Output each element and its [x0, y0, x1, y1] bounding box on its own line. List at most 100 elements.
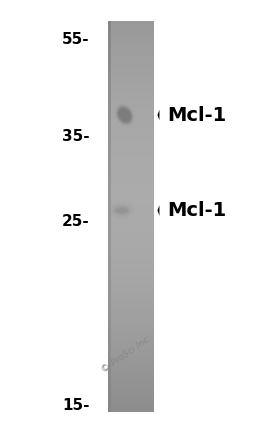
Bar — [108, 270, 111, 272]
Bar — [108, 37, 154, 39]
Bar — [108, 297, 111, 299]
Bar — [108, 373, 154, 375]
Bar — [108, 163, 111, 165]
Bar — [108, 115, 154, 117]
Bar — [108, 373, 111, 375]
Bar — [108, 295, 111, 296]
Bar — [108, 400, 154, 402]
Bar — [108, 131, 154, 132]
Bar — [108, 50, 154, 52]
Bar — [108, 167, 154, 169]
Bar — [108, 68, 111, 70]
Bar — [108, 375, 154, 377]
Bar — [108, 46, 154, 48]
Bar — [108, 81, 154, 83]
Bar — [108, 369, 111, 371]
Bar — [108, 53, 111, 54]
Bar — [108, 310, 154, 312]
Bar — [108, 220, 154, 222]
Bar — [108, 71, 154, 72]
Bar — [108, 318, 154, 320]
Bar — [108, 366, 154, 368]
Bar — [108, 24, 154, 26]
Bar — [108, 405, 154, 407]
Bar — [108, 133, 111, 135]
Bar — [108, 168, 111, 170]
Bar — [108, 32, 111, 33]
Bar — [108, 322, 154, 324]
Bar — [108, 140, 111, 141]
Bar — [108, 185, 154, 187]
Bar — [108, 102, 111, 104]
Bar — [108, 385, 154, 386]
Bar — [108, 310, 111, 312]
Bar — [108, 236, 111, 238]
Bar — [108, 278, 111, 279]
Bar — [108, 164, 111, 166]
Bar — [108, 66, 111, 67]
Ellipse shape — [115, 104, 134, 126]
Bar — [108, 77, 111, 79]
Bar — [108, 211, 111, 213]
Bar — [108, 93, 111, 95]
Bar — [108, 161, 111, 162]
Ellipse shape — [119, 108, 130, 122]
Bar — [108, 241, 111, 243]
Bar — [108, 372, 111, 373]
Bar — [108, 331, 154, 333]
Bar — [108, 266, 154, 268]
Bar — [108, 383, 111, 385]
Bar — [108, 361, 111, 363]
Bar — [108, 299, 111, 300]
Bar — [108, 304, 111, 306]
Bar — [108, 33, 111, 35]
Bar — [108, 36, 154, 37]
Bar — [108, 343, 111, 345]
Bar — [108, 123, 154, 125]
Bar — [108, 116, 111, 118]
Bar — [108, 220, 111, 222]
Bar — [108, 69, 111, 71]
Bar — [108, 394, 111, 395]
Bar — [108, 302, 111, 304]
Bar — [108, 336, 154, 338]
Bar — [108, 316, 154, 317]
Bar — [108, 292, 111, 294]
Bar — [108, 204, 111, 205]
Bar — [108, 347, 111, 349]
Bar — [108, 283, 111, 285]
Bar — [108, 140, 154, 141]
Bar — [108, 228, 154, 230]
Bar — [108, 388, 154, 390]
Bar — [108, 271, 111, 273]
Bar — [108, 364, 154, 365]
Bar — [108, 249, 154, 251]
Bar — [108, 215, 154, 217]
Bar — [108, 247, 111, 248]
Bar — [108, 211, 154, 213]
Bar — [108, 219, 111, 221]
Bar — [108, 161, 154, 162]
Bar — [108, 75, 154, 76]
Bar — [108, 155, 154, 157]
Bar — [108, 301, 111, 303]
Bar — [108, 207, 111, 209]
Bar — [108, 366, 111, 368]
Bar — [108, 243, 111, 244]
Bar — [108, 396, 111, 398]
Bar — [108, 89, 154, 91]
Bar — [108, 101, 154, 102]
Bar — [108, 97, 111, 99]
Ellipse shape — [111, 204, 133, 217]
Bar — [108, 323, 154, 325]
Bar — [108, 308, 154, 309]
Bar — [108, 137, 111, 139]
Bar — [108, 388, 111, 390]
Bar — [108, 189, 111, 191]
Bar — [108, 103, 111, 105]
Bar — [108, 179, 111, 181]
Bar — [108, 72, 154, 74]
Bar — [108, 274, 111, 276]
Bar — [108, 224, 111, 226]
Polygon shape — [157, 110, 159, 120]
